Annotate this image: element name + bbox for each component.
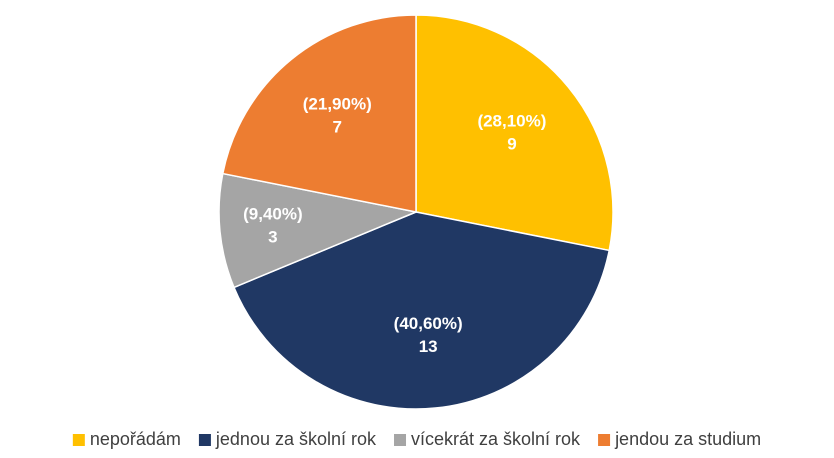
percentage-label: (21,90%) [303,95,372,114]
pie-slice [415,14,614,252]
percentage-label: (9,40%) [243,205,303,224]
value-label: 7 [333,118,342,137]
pie-slice [221,14,417,213]
value-label: 13 [419,337,438,356]
legend-swatch [598,434,611,446]
legend-swatch [198,434,211,446]
value-label: 3 [268,228,277,247]
pie-slice [218,172,419,289]
legend-swatch [394,434,407,446]
legend-label: jendou za studium [614,429,761,449]
legend-label: vícekrát za školní rok [411,429,581,449]
value-label: 9 [507,135,516,154]
legend-swatch [72,434,85,446]
percentage-label: (28,10%) [477,112,546,131]
legend-label: nepořádám [90,429,181,449]
pie-slice [233,211,611,410]
percentage-label: (40,60%) [394,314,463,333]
legend-label: jednou za školní rok [215,429,377,449]
